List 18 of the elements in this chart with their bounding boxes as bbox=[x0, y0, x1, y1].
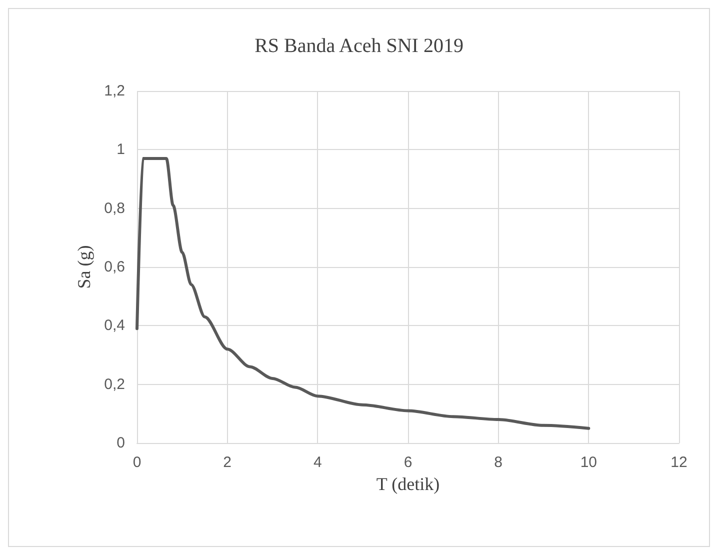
x-tick-label: 2 bbox=[223, 454, 232, 471]
y-tick-label: 1 bbox=[116, 141, 125, 158]
y-tick-label: 1,2 bbox=[104, 82, 125, 100]
x-tick-label: 8 bbox=[494, 454, 503, 471]
x-axis-title: T (detik) bbox=[376, 474, 440, 494]
y-tick-label: 0,2 bbox=[104, 376, 125, 393]
y-axis-title: Sa (g) bbox=[74, 245, 94, 289]
x-tick-label: 0 bbox=[132, 454, 142, 471]
x-tick-label: 6 bbox=[404, 454, 412, 471]
y-tick-label: 0,4 bbox=[104, 317, 125, 334]
chart-title: RS Banda Aceh SNI 2019 bbox=[254, 35, 464, 57]
y-tick-label: 0,8 bbox=[104, 200, 125, 217]
x-tick-label: 10 bbox=[580, 454, 598, 471]
x-tick-label: 12 bbox=[670, 454, 688, 471]
y-tick-label: 0 bbox=[116, 434, 125, 452]
x-tick-label: 4 bbox=[313, 454, 322, 471]
y-tick-label: 0,6 bbox=[104, 258, 125, 276]
line-series bbox=[136, 156, 590, 430]
